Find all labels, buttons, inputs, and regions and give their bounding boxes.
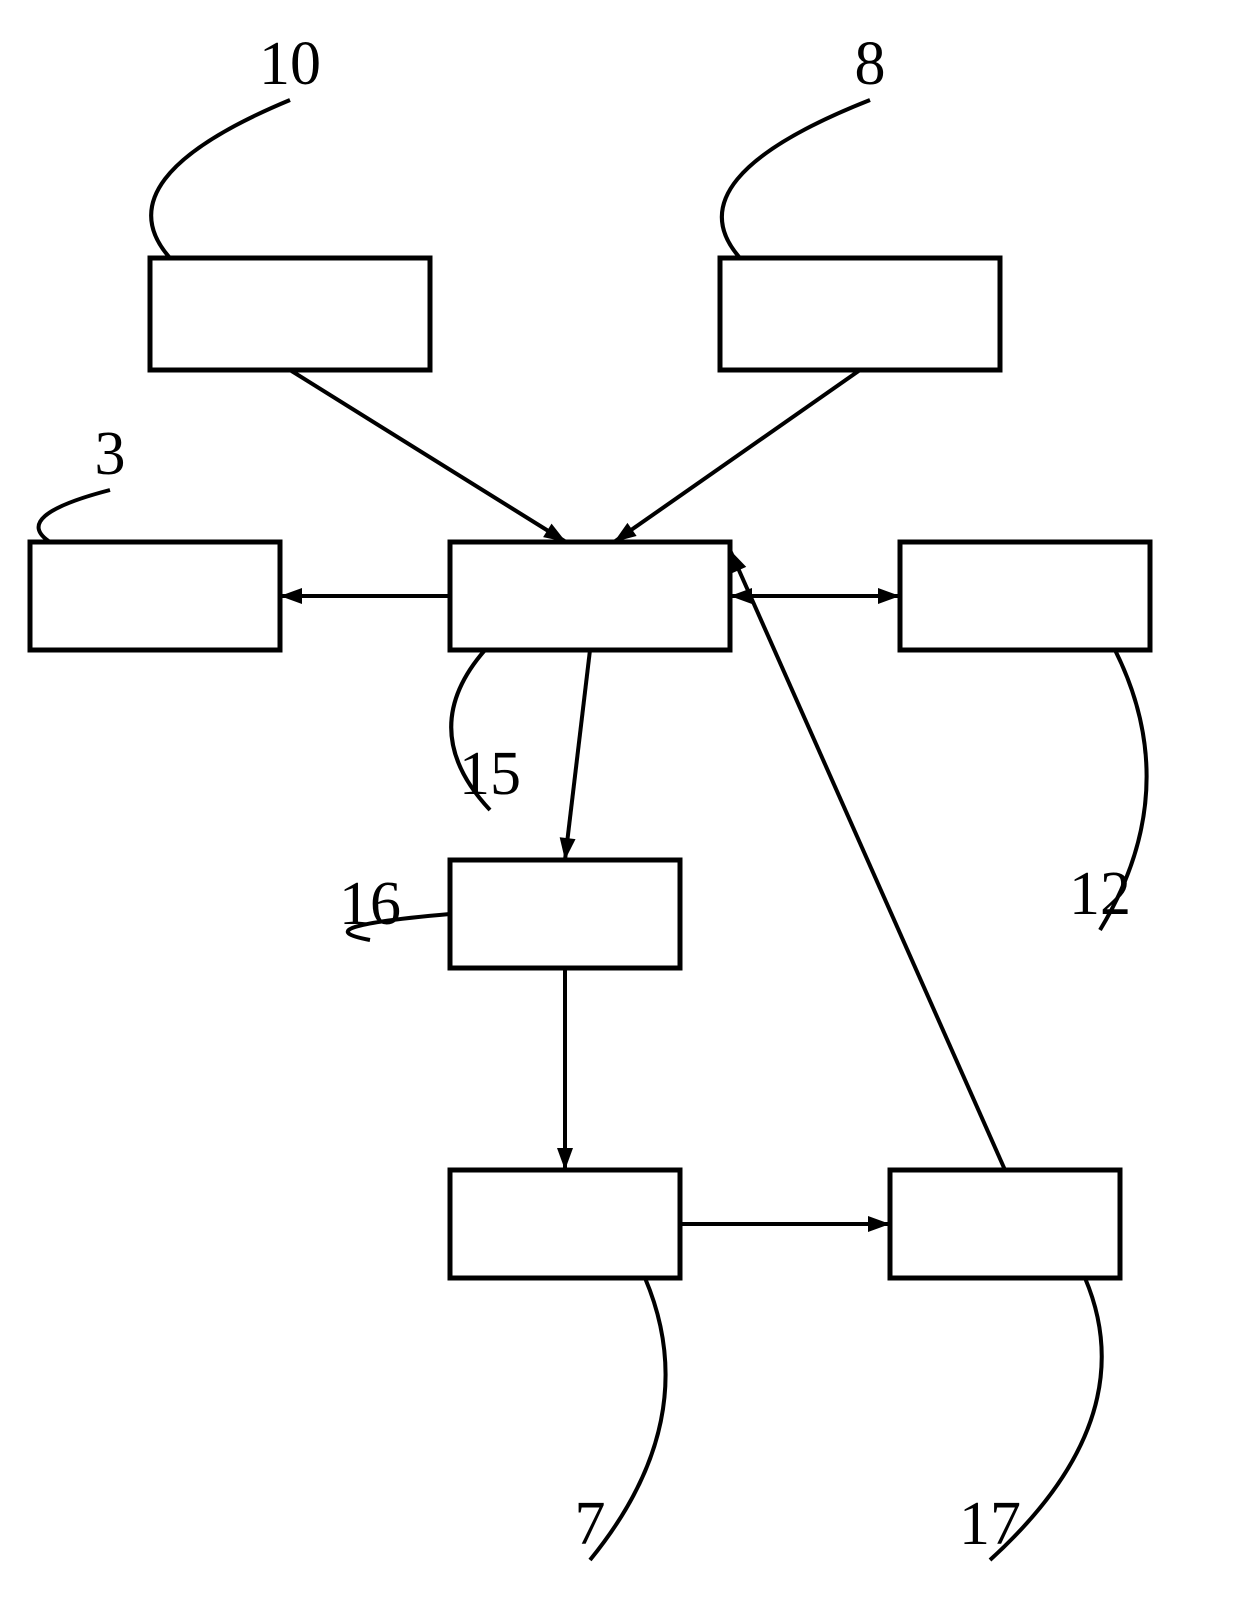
- label-l8: 8: [855, 30, 886, 98]
- edge-n10-n15: [290, 370, 566, 542]
- label-l3: 3: [95, 420, 126, 488]
- node-n16: [450, 860, 680, 968]
- edge-n8-n15: [614, 370, 860, 542]
- label-l7: 7: [575, 1490, 606, 1558]
- edge-n16-n7: [557, 968, 573, 1170]
- edge-n15-n16: [560, 650, 590, 860]
- edge-n15-n3: [280, 588, 450, 604]
- edge-n7-n17: [680, 1216, 890, 1232]
- leader-l8: [722, 100, 870, 258]
- block-diagram: 10 8 3 15 12 16 7 17: [0, 0, 1240, 1598]
- leader-l3: [39, 490, 110, 542]
- label-l10: 10: [259, 30, 321, 98]
- node-n15: [450, 542, 730, 650]
- edge-n15-n12: [730, 588, 900, 604]
- boxes-layer: [30, 258, 1150, 1278]
- label-l17: 17: [959, 1490, 1021, 1558]
- label-l12: 12: [1069, 860, 1131, 928]
- edges-layer: [280, 370, 1005, 1232]
- node-n12: [900, 542, 1150, 650]
- leader-l10: [151, 100, 290, 258]
- node-n3: [30, 542, 280, 650]
- node-n8: [720, 258, 1000, 370]
- label-l16: 16: [339, 870, 401, 938]
- label-l15: 15: [459, 740, 521, 808]
- node-n10: [150, 258, 430, 370]
- node-n7: [450, 1170, 680, 1278]
- node-n17: [890, 1170, 1120, 1278]
